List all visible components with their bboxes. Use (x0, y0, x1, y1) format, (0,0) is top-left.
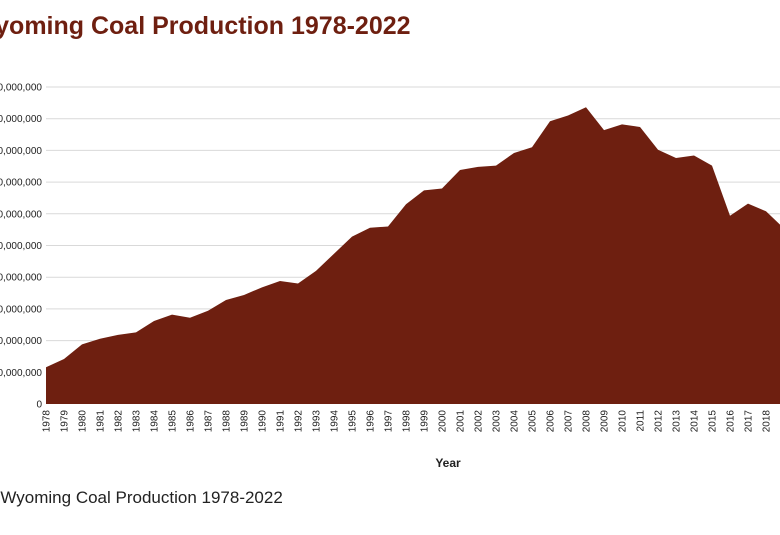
x-tick-label: 1998 (402, 410, 413, 433)
y-tick-label: 300,000,000 (0, 209, 42, 220)
x-tick-label: 1996 (366, 410, 377, 433)
x-tick-label: 1999 (420, 410, 431, 433)
x-tick-label: 1979 (60, 410, 71, 433)
chart-title: Wyoming Coal Production 1978-2022 (0, 12, 411, 40)
x-tick-label: 2004 (510, 410, 521, 433)
x-tick-label: 2012 (654, 410, 665, 433)
x-tick-label: 2007 (564, 410, 575, 433)
y-tick-label: 250,000,000 (0, 241, 42, 252)
x-tick-label: 1987 (204, 410, 215, 433)
y-tick-label: 100,000,000 (0, 336, 42, 347)
x-tick-label: 2006 (546, 410, 557, 433)
x-tick-label: 2011 (636, 410, 647, 432)
y-tick-label: 500,000,000 (0, 83, 42, 94)
figure-caption: : Wyoming Coal Production 1978-2022 (0, 488, 283, 508)
y-tick-label: 200,000,000 (0, 273, 42, 284)
x-tick-label: 1986 (186, 410, 197, 433)
x-tick-label: 2001 (456, 410, 467, 433)
x-tick-label: 2002 (474, 410, 485, 433)
x-tick-label: 2018 (762, 410, 773, 433)
y-tick-label: 150,000,000 (0, 304, 42, 315)
series-area (46, 107, 780, 404)
x-tick-label: 2014 (690, 410, 701, 433)
x-tick-label: 2017 (744, 410, 755, 433)
x-tick-label: 1983 (132, 410, 143, 433)
x-tick-label: 1981 (96, 410, 107, 433)
caption-text: Wyoming Coal Production 1978-2022 (0, 488, 283, 507)
area-series (46, 107, 780, 404)
x-tick-label: 1985 (168, 410, 179, 433)
x-tick-label: 1990 (258, 410, 269, 433)
y-axis-ticks: 0 50,000,000 100,000,000 150,000,000 200,000… (0, 83, 42, 411)
x-tick-label: 1978 (42, 410, 53, 433)
x-tick-label: 1988 (222, 410, 233, 433)
x-tick-label: 2016 (726, 410, 737, 433)
y-tick-label: 400,000,000 (0, 146, 42, 157)
y-tick-label: 450,000,000 (0, 114, 42, 125)
y-tick-label: 50,000,000 (0, 368, 42, 379)
x-tick-label: 2010 (618, 410, 629, 433)
x-tick-label: 2015 (708, 410, 719, 433)
x-tick-label: 1992 (294, 410, 305, 433)
x-tick-label: 2013 (672, 410, 683, 433)
x-tick-label: 2008 (582, 410, 593, 433)
x-tick-label: 1995 (348, 410, 359, 433)
x-tick-label: 1993 (312, 410, 323, 433)
x-tick-label: 1991 (276, 410, 287, 433)
x-tick-label: 1994 (330, 410, 341, 433)
x-tick-label: 1989 (240, 410, 251, 433)
x-tick-label: 2000 (438, 410, 449, 433)
x-tick-label: 2009 (600, 410, 611, 433)
x-axis-ticks: 1978 1979 1980 1981 1982 1983 1984 1985 1986 1987… (42, 410, 773, 433)
x-tick-label: 1982 (114, 410, 125, 433)
y-tick-label: 350,000,000 (0, 178, 42, 189)
x-tick-label: 1997 (384, 410, 395, 433)
x-axis-label: Year (435, 456, 461, 470)
x-tick-label: 2005 (528, 410, 539, 433)
y-tick-label: 0 (36, 400, 42, 411)
x-tick-label: 1984 (150, 410, 161, 433)
x-tick-label: 1980 (78, 410, 89, 433)
x-tick-label: 2003 (492, 410, 503, 433)
